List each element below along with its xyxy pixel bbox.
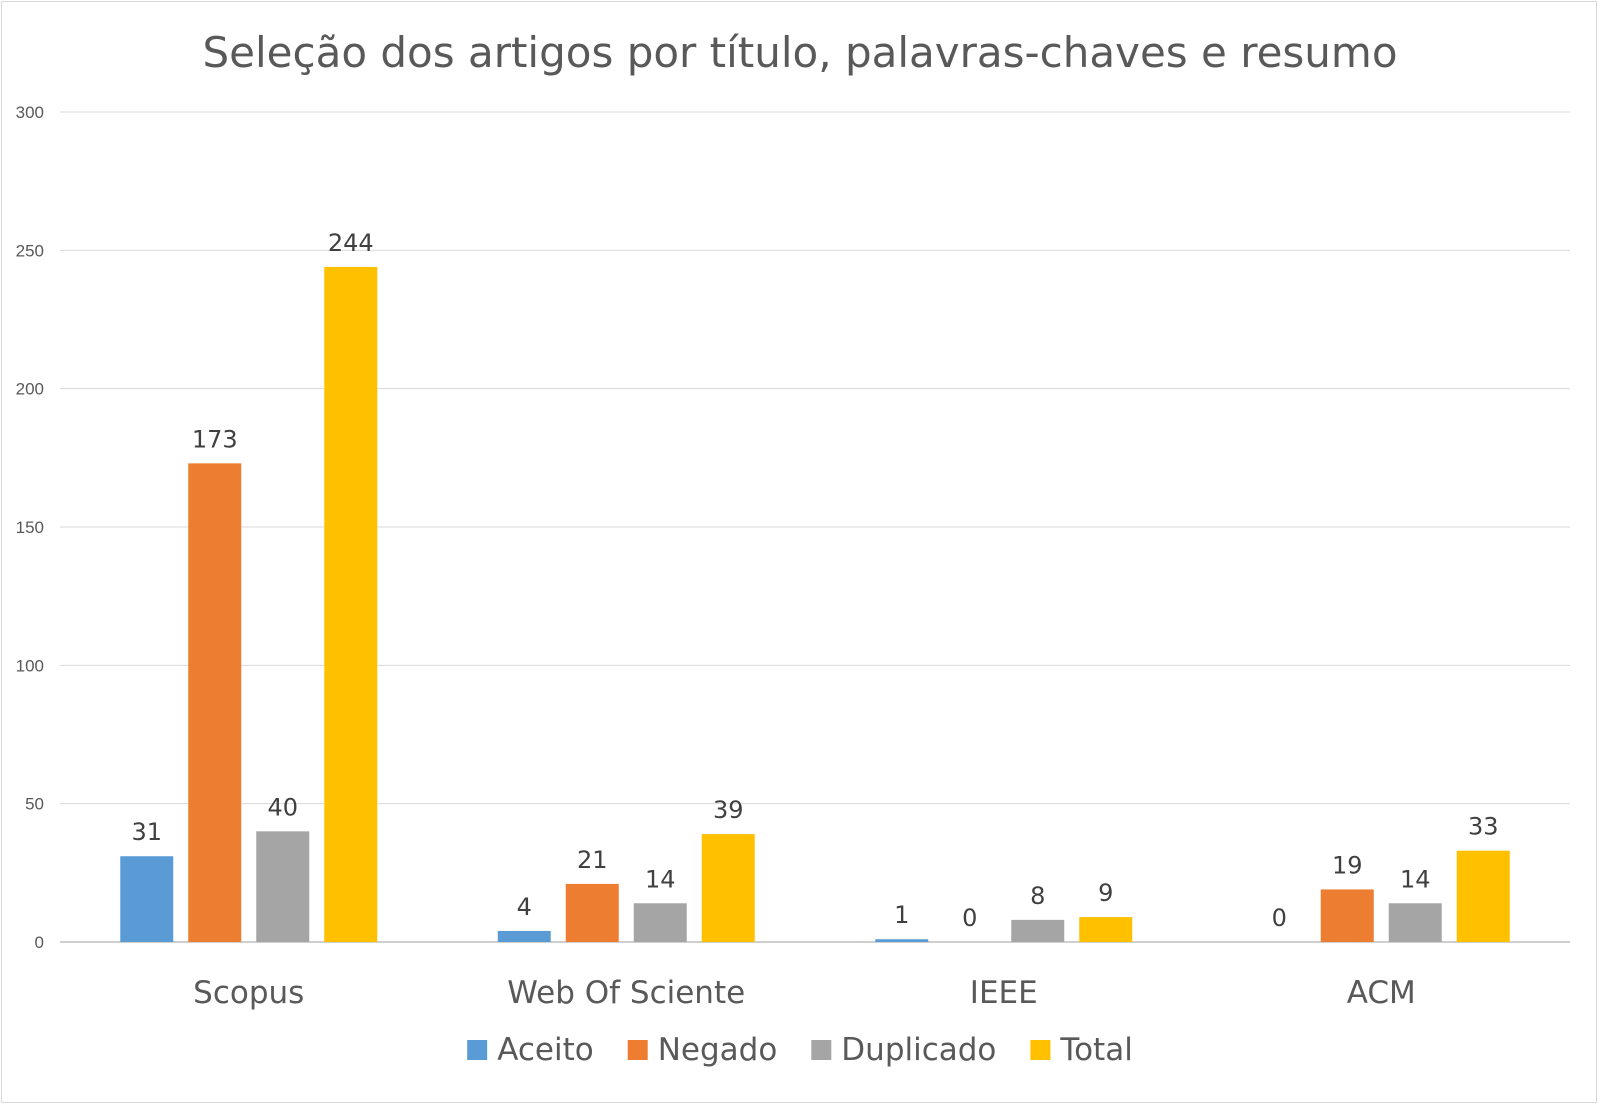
data-label-duplicado-3: 14 [1400,865,1431,893]
bar-negado-0 [188,463,242,942]
legend-swatch-aceito [467,1040,488,1060]
bar-aceito-2 [875,939,929,942]
legend: Aceito Negado Duplicado Total [467,1032,1133,1068]
data-label-total-0: 244 [328,229,374,257]
bar-total-0 [324,266,378,942]
data-label-negado-2: 0 [962,904,977,932]
bar-negado-1 [565,883,619,942]
legend-label-negado: Negado [658,1032,778,1068]
legend-swatch-negado [627,1040,648,1060]
data-label-negado-0: 173 [192,425,238,453]
y-tick-label: 300 [16,103,44,122]
x-category-label: IEEE [970,975,1038,1011]
y-tick-label: 150 [16,518,44,537]
bar-total-2 [1079,917,1133,942]
data-label-aceito-2: 1 [894,901,909,929]
data-label-total-2: 9 [1098,879,1113,907]
bar-aceito-1 [497,930,551,942]
bar-total-1 [701,834,755,942]
data-labels: 31 173 40 244 4 21 14 39 1 0 8 9 0 19 14 33 [131,229,1498,932]
y-tick-label: 100 [16,656,44,675]
legend-label-aceito: Aceito [497,1032,594,1068]
legend-label-total: Total [1059,1032,1132,1068]
x-category-label: Web Of Sciente [507,975,745,1011]
y-tick-label: 0 [35,933,44,952]
legend-swatch-duplicado [811,1040,832,1060]
x-category-label: ACM [1347,975,1416,1011]
data-label-aceito-1: 4 [517,893,532,921]
y-tick-label: 200 [16,380,44,399]
y-tick-label: 250 [16,241,44,260]
legend-label-duplicado: Duplicado [841,1032,996,1068]
data-label-negado-1: 21 [577,846,608,874]
gridlines [60,111,1570,943]
bar-aceito-0 [120,856,174,942]
bar-negado-3 [1320,889,1374,942]
data-label-negado-3: 19 [1332,851,1363,879]
data-label-duplicado-1: 14 [645,865,676,893]
bar-duplicado-3 [1388,903,1442,942]
y-tick-label: 50 [25,795,44,814]
data-label-duplicado-0: 40 [267,793,298,821]
data-label-aceito-0: 31 [131,818,162,846]
bar-duplicado-2 [1011,919,1065,942]
data-label-total-3: 33 [1468,813,1499,841]
chart-title: Seleção dos artigos por título, palavras… [202,28,1397,77]
legend-swatch-total [1030,1040,1051,1060]
bars [120,266,1510,942]
y-axis: 0 50 100 150 200 250 300 [16,103,44,952]
bar-duplicado-0 [256,831,310,942]
data-label-total-1: 39 [713,796,744,824]
x-axis: Scopus Web Of Sciente IEEE ACM [193,975,1416,1011]
bar-total-3 [1456,850,1510,942]
x-category-label: Scopus [193,975,304,1011]
data-label-duplicado-2: 8 [1030,882,1045,910]
data-label-aceito-3: 0 [1272,904,1287,932]
bar-duplicado-1 [633,903,687,942]
